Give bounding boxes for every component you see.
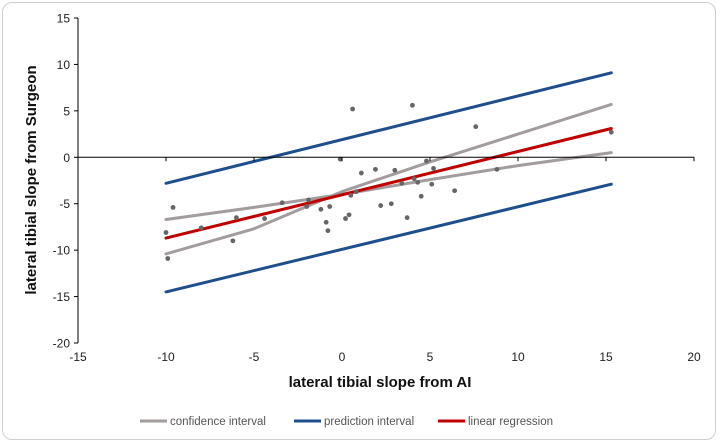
series-lines — [164, 71, 613, 294]
series-line-ci-upper — [164, 102, 613, 256]
data-point — [165, 256, 171, 261]
data-point — [358, 170, 364, 176]
legend-label: confidence interval — [170, 416, 266, 428]
y-tick-label: -15 — [53, 290, 71, 304]
legend-label: linear regression — [468, 416, 553, 428]
data-point — [170, 205, 176, 210]
legend: confidence interval prediction interval li… — [140, 416, 553, 428]
legend-label: prediction interval — [324, 416, 414, 428]
x-tick-label: 15 — [599, 350, 613, 364]
y-tick-label: 15 — [57, 12, 71, 26]
series-line-fit — [164, 127, 613, 240]
data-point — [306, 197, 311, 203]
data-point — [410, 102, 415, 108]
x-tick-label: 10 — [511, 350, 525, 364]
y-tick-label: -5 — [59, 197, 70, 211]
data-point — [318, 206, 324, 212]
x-tick-label: 0 — [339, 350, 346, 364]
data-point — [415, 179, 421, 185]
data-point — [279, 200, 285, 206]
data-point — [392, 167, 398, 173]
data-point — [418, 193, 424, 199]
data-point — [473, 124, 479, 130]
data-point — [388, 201, 394, 207]
data-point — [230, 238, 236, 244]
data-point — [373, 166, 378, 172]
data-point — [608, 129, 614, 135]
data-point — [431, 166, 436, 171]
series-line-pi-lower — [164, 182, 613, 294]
data-point — [411, 176, 417, 182]
data-point — [343, 216, 348, 221]
x-tick-label: 5 — [427, 350, 434, 364]
y-tick-label: -20 — [53, 337, 71, 351]
data-point — [348, 192, 354, 198]
data-points — [163, 102, 614, 261]
data-point — [163, 230, 169, 235]
data-point — [429, 181, 435, 187]
data-point — [304, 204, 310, 209]
data-point — [198, 225, 204, 231]
x-tick-label: 20 — [687, 350, 701, 364]
data-point — [399, 180, 405, 186]
series-line-pi-upper — [164, 71, 613, 185]
data-point — [323, 219, 329, 225]
y-tick-label: -10 — [53, 244, 71, 258]
x-tick-label: -5 — [249, 350, 260, 364]
series-line-ci-lower — [164, 151, 613, 221]
y-tick-label: 5 — [63, 104, 70, 118]
data-point — [378, 203, 384, 208]
data-point — [452, 188, 458, 194]
data-point — [234, 215, 239, 221]
data-point — [494, 166, 500, 172]
data-point — [327, 204, 333, 209]
axes — [74, 17, 695, 344]
x-tick-label: -15 — [69, 350, 87, 364]
x-tick-label: -10 — [157, 350, 175, 364]
data-point — [424, 158, 429, 164]
data-point — [404, 215, 410, 221]
data-point — [350, 106, 355, 112]
data-point — [346, 212, 352, 218]
x-axis-title: lateral tibial slope from AI — [289, 374, 472, 391]
y-tick-label: 10 — [57, 58, 71, 72]
data-point — [353, 189, 359, 195]
y-axis-title: lateral tibial slope from Surgeon — [23, 65, 40, 294]
data-point — [325, 228, 331, 234]
data-point — [337, 156, 343, 162]
data-point — [262, 216, 267, 221]
y-tick-label: 0 — [63, 151, 70, 165]
